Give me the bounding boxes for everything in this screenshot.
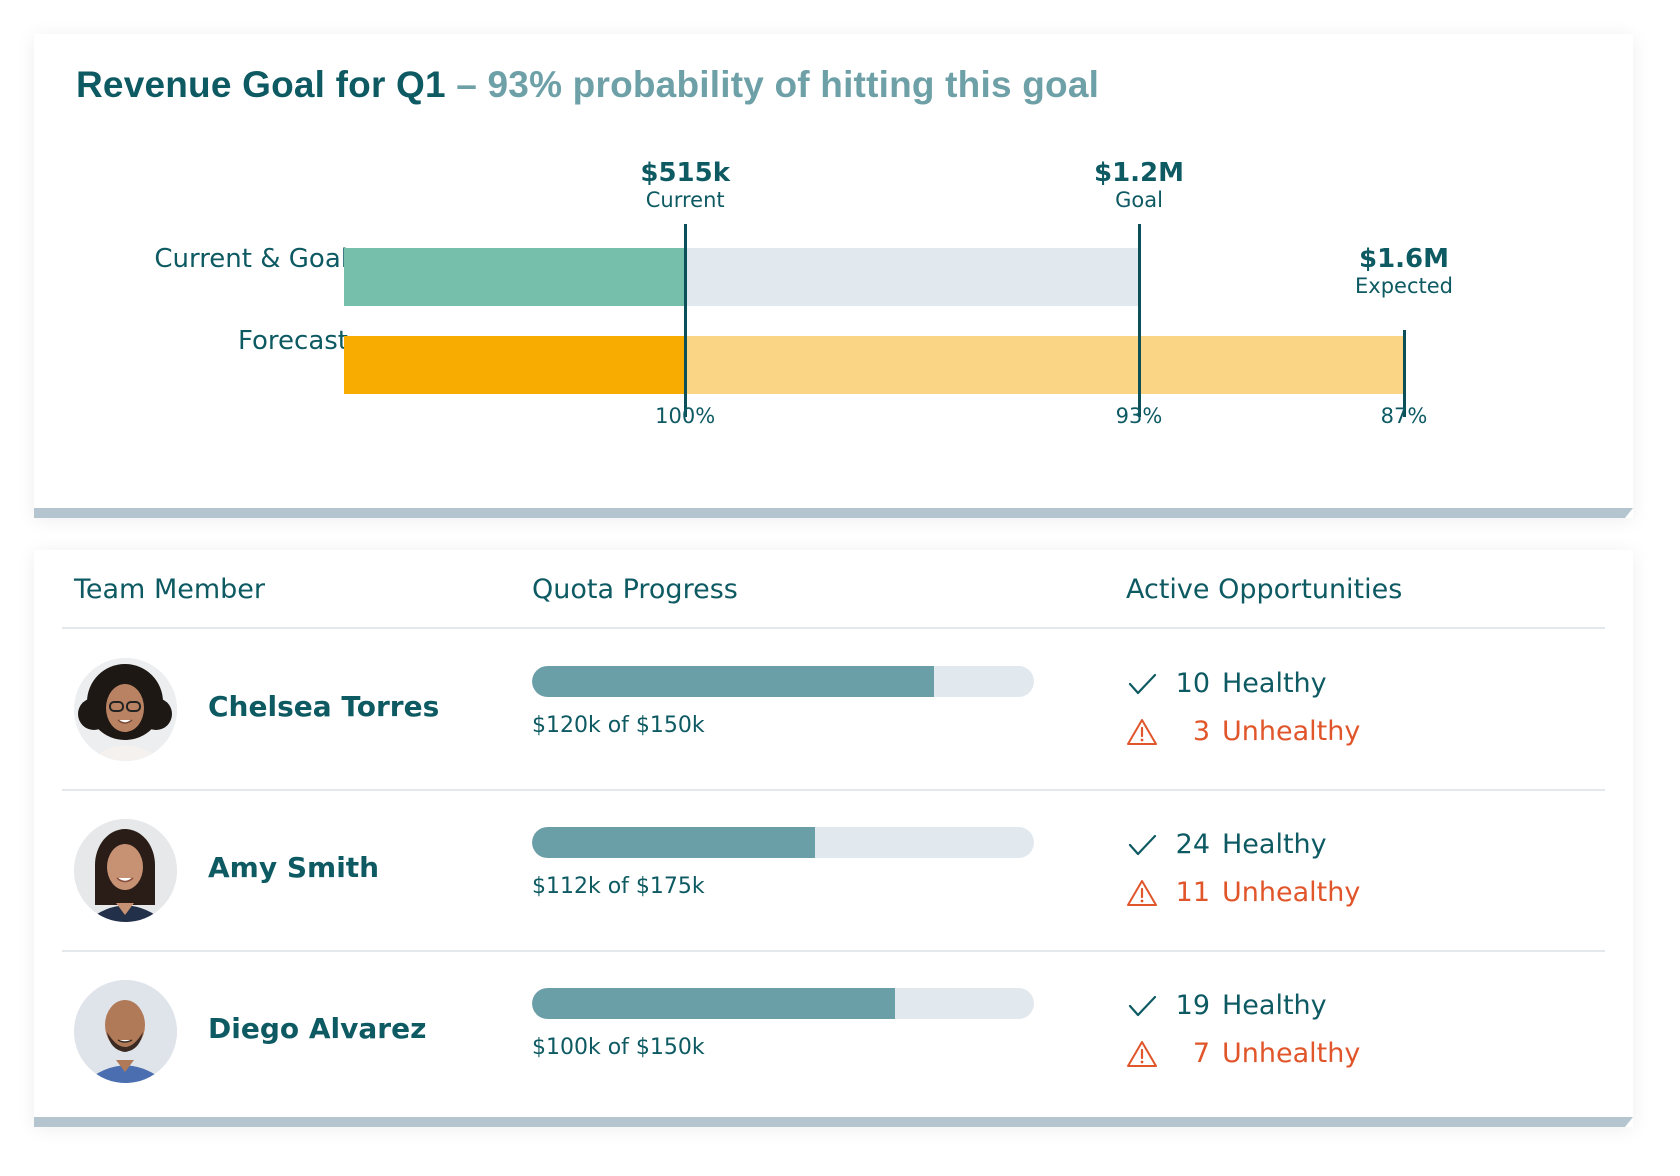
bar-forecast — [344, 336, 686, 394]
healthy-count: 10 — [1175, 668, 1210, 699]
unhealthy-label: Unhealthy — [1222, 877, 1361, 908]
unhealthy-label: Unhealthy — [1222, 1038, 1361, 1069]
column-header-team-member: Team Member — [74, 574, 266, 605]
marker-value-expected: $1.6M — [1358, 244, 1450, 274]
marker-label-current: Current — [645, 188, 725, 212]
marker-pct-expected: 87% — [1380, 404, 1428, 428]
bar-forecast-remaining — [685, 336, 1404, 394]
marker-line-goal — [1137, 224, 1141, 417]
marker-label-goal: Goal — [1115, 188, 1163, 212]
table-row[interactable]: Chelsea Torres $120k of $150k 10 Healthy… — [34, 630, 1633, 790]
healthy-opportunities[interactable]: 19 Healthy — [1126, 990, 1327, 1021]
unhealthy-opportunities[interactable]: 7 Unhealthy — [1126, 1038, 1360, 1069]
divider — [62, 789, 1605, 791]
title-main: Revenue Goal for Q1 — [76, 64, 446, 105]
marker-pct-goal: 93% — [1115, 404, 1163, 428]
unhealthy-label: Unhealthy — [1222, 716, 1361, 747]
marker-line-expected — [1402, 330, 1406, 417]
marker-line-current — [683, 224, 687, 417]
quota-progress-text: $112k of $175k — [532, 874, 705, 899]
healthy-label: Healthy — [1222, 668, 1327, 699]
warning-icon — [1126, 1039, 1160, 1069]
member-name: Amy Smith — [208, 851, 380, 884]
bar-current — [344, 248, 686, 306]
warning-icon — [1126, 878, 1160, 908]
table-row[interactable]: Diego Alvarez $100k of $150k 19 Healthy … — [34, 952, 1633, 1112]
healthy-opportunities[interactable]: 10 Healthy — [1126, 668, 1327, 699]
quota-progress-text: $100k of $150k — [532, 1035, 705, 1060]
quota-progress-bar — [532, 988, 1034, 1019]
card-footer-strip — [34, 508, 1633, 518]
unhealthy-count: 11 — [1175, 877, 1210, 908]
divider — [62, 627, 1605, 629]
healthy-label: Healthy — [1222, 829, 1327, 860]
avatar-chelsea-icon — [74, 658, 177, 761]
avatar — [74, 819, 177, 922]
divider — [62, 950, 1605, 952]
unhealthy-count: 3 — [1192, 716, 1210, 747]
check-icon — [1126, 991, 1160, 1021]
healthy-opportunities[interactable]: 24 Healthy — [1126, 829, 1327, 860]
unhealthy-count: 7 — [1192, 1038, 1210, 1069]
check-icon — [1126, 669, 1160, 699]
marker-value-current: $515k — [640, 158, 731, 188]
column-header-active-opportunities: Active Opportunities — [1126, 574, 1403, 605]
quota-progress-bar — [532, 827, 1034, 858]
avatar-amy-icon — [74, 819, 177, 922]
marker-value-goal: $1.2M — [1093, 158, 1185, 188]
revenue-goal-card: Revenue Goal for Q1 – 93% probability of… — [34, 34, 1633, 518]
marker-label-expected: Expected — [1355, 274, 1453, 298]
quota-progress-fill — [532, 827, 816, 858]
member-name: Diego Alvarez — [208, 1012, 427, 1045]
marker-pct-current: 100% — [655, 404, 716, 428]
quota-progress-fill — [532, 988, 896, 1019]
quota-progress-fill — [532, 666, 934, 697]
table-row[interactable]: Amy Smith $112k of $175k 24 Healthy 11 U… — [34, 791, 1633, 951]
row-label-current-goal: Current & Goal — [154, 244, 348, 274]
member-name: Chelsea Torres — [208, 690, 440, 723]
bar-goal-remaining — [685, 248, 1139, 306]
avatar-diego-icon — [74, 980, 177, 1083]
avatar — [74, 658, 177, 761]
healthy-count: 24 — [1175, 829, 1210, 860]
healthy-label: Healthy — [1222, 990, 1327, 1021]
column-header-quota-progress: Quota Progress — [532, 574, 738, 605]
quota-progress-text: $120k of $150k — [532, 713, 705, 738]
unhealthy-opportunities[interactable]: 3 Unhealthy — [1126, 716, 1360, 747]
healthy-count: 19 — [1175, 990, 1210, 1021]
team-quota-card: Team Member Quota Progress Active Opport… — [34, 550, 1633, 1127]
title-probability: – 93% probability of hitting this goal — [445, 64, 1100, 105]
card-footer-strip — [34, 1117, 1633, 1127]
warning-icon — [1126, 717, 1160, 747]
row-label-forecast: Forecast — [237, 326, 348, 356]
unhealthy-opportunities[interactable]: 11 Unhealthy — [1126, 877, 1360, 908]
quota-progress-bar — [532, 666, 1034, 697]
page-title: Revenue Goal for Q1 – 93% probability of… — [76, 64, 1099, 106]
check-icon — [1126, 830, 1160, 860]
avatar — [74, 980, 177, 1083]
